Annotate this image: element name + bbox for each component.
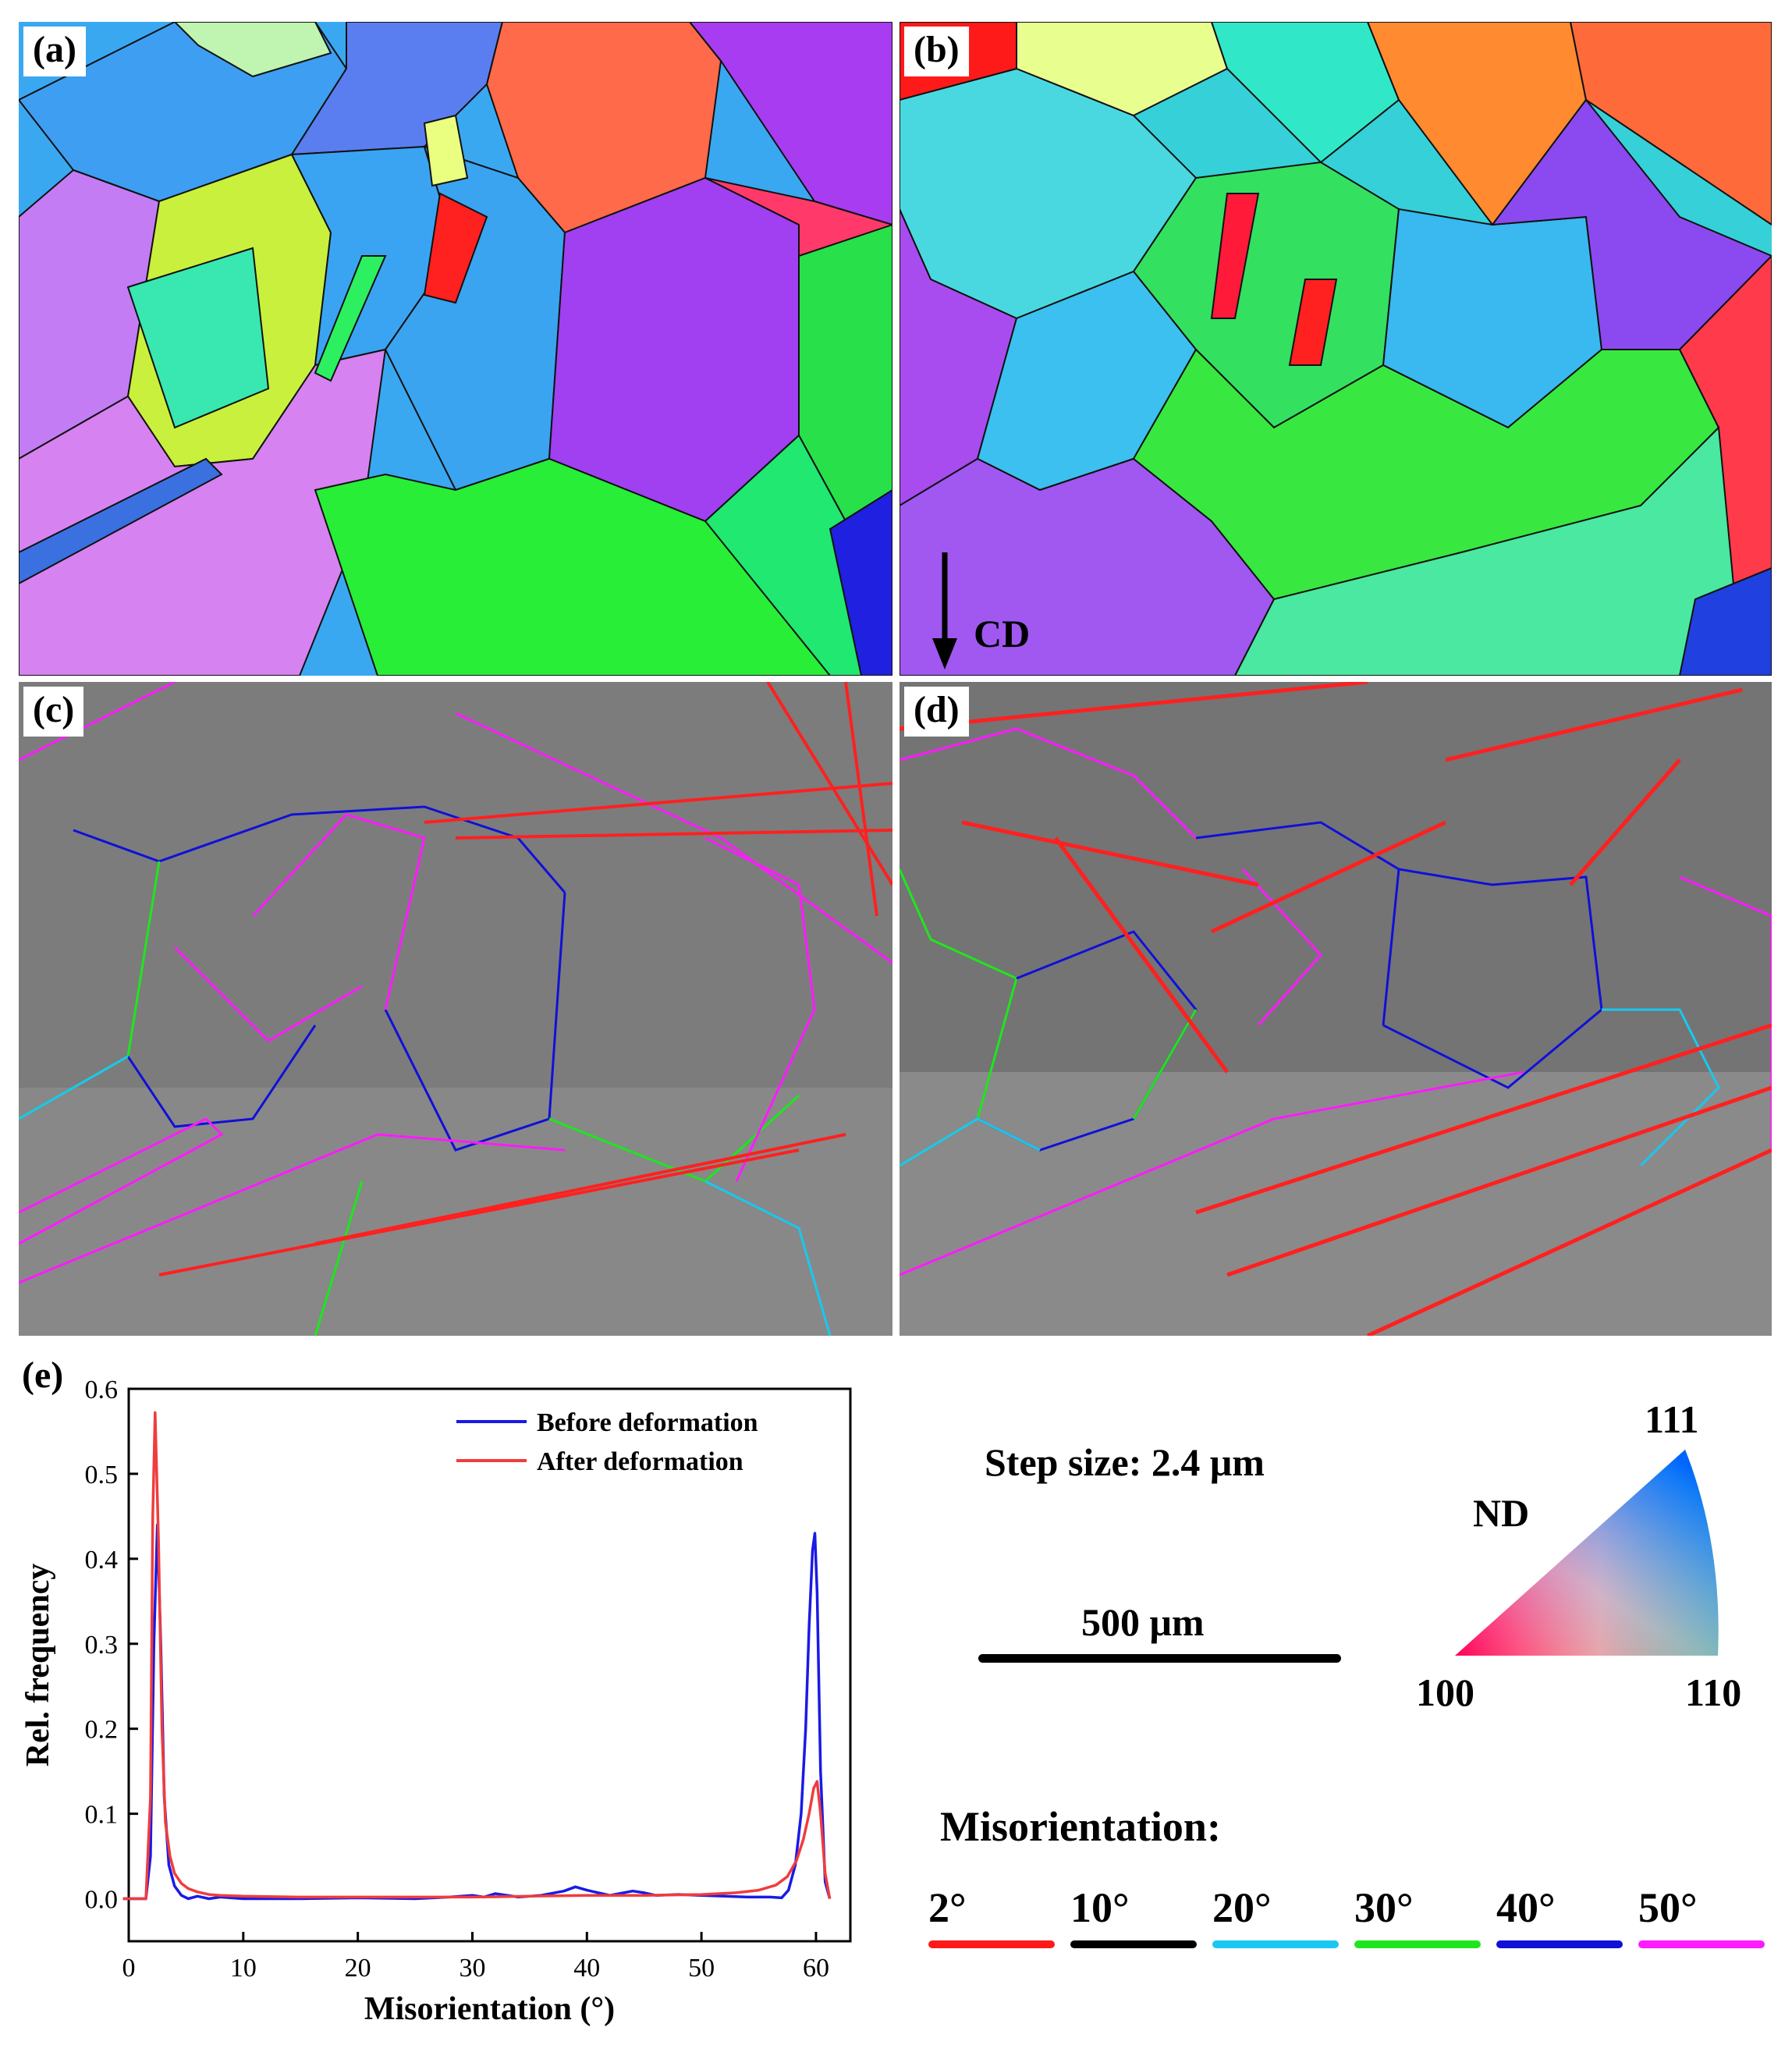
misorientation-legend-title: Misorientation: xyxy=(940,1803,1221,1850)
x-tick-label: 60 xyxy=(803,1954,829,1983)
scale-bar-label: 500 μm xyxy=(1081,1600,1205,1644)
chart-axes: 0 10 20 30 40 50 60 0.0 0.1 0.2 0.3 0.4 0.5 0.6 Misori… xyxy=(20,1376,852,2027)
y-tick-label: 0.1 xyxy=(85,1801,119,1830)
ipf-map-b-image xyxy=(900,22,1772,676)
misorientation-legend-line xyxy=(1070,1940,1197,1948)
misorientation-legend-label: 30° xyxy=(1354,1884,1414,1931)
x-tick-label: 20 xyxy=(345,1954,371,1983)
y-tick-label: 0.5 xyxy=(85,1461,119,1489)
y-tick-label: 0.0 xyxy=(85,1886,119,1915)
x-tick-label: 0 xyxy=(122,1954,136,1983)
legend-label-2: After deformation xyxy=(537,1447,743,1476)
x-tick-label: 10 xyxy=(230,1954,257,1983)
cd-direction-label: CD xyxy=(974,612,1031,655)
misorientation-legend-item: 10° xyxy=(1070,1884,1197,1948)
misorientation-legend-item: 50° xyxy=(1638,1884,1765,1948)
misorientation-legend-item: 40° xyxy=(1496,1884,1623,1948)
y-tick-label: 0.6 xyxy=(85,1376,119,1404)
boundary-map-panel-d: (d) xyxy=(900,682,1772,1336)
misorientation-legend-line xyxy=(928,1940,1055,1948)
scale-bar xyxy=(978,1654,1341,1663)
panel-e-label: (e) xyxy=(22,1354,63,1396)
x-tick-label: 50 xyxy=(688,1954,715,1983)
series-line-1 xyxy=(122,1523,832,1901)
plot-frame xyxy=(127,1387,852,1943)
ipf-corner-110: 110 xyxy=(1685,1670,1742,1714)
ipf-map-panel-a: (a) xyxy=(19,22,892,676)
panel-b-label: (b) xyxy=(904,27,969,76)
misorientation-legend-label: 20° xyxy=(1212,1884,1272,1931)
misorientation-legend-label: 2° xyxy=(928,1884,967,1931)
ipf-axis-label: ND xyxy=(1473,1491,1530,1535)
legend-label-1: Before deformation xyxy=(537,1408,758,1437)
ipf-color-key-triangle xyxy=(1455,1450,1719,1656)
misorientation-legend-item: 2° xyxy=(928,1884,1055,1948)
misorientation-legend-item: 20° xyxy=(1212,1884,1339,1948)
y-axis-label: Rel. frequency xyxy=(20,1564,56,1767)
misorientation-chart: 0 10 20 30 40 50 60 0.0 0.1 0.2 0.3 0.4 0.5 0.6 Misori… xyxy=(20,1354,852,2027)
y-tick-label: 0.2 xyxy=(85,1716,119,1745)
boundary-map-c-image xyxy=(19,682,892,1336)
panel-a-label: (a) xyxy=(23,27,86,76)
step-size-label: Step size: 2.4 μm xyxy=(985,1440,1265,1484)
misorientation-legend-label: 50° xyxy=(1638,1884,1698,1931)
chart-legend: Before deformation After deformation xyxy=(456,1408,758,1476)
misorientation-legend-line xyxy=(1212,1940,1339,1948)
y-tick-label: 0.4 xyxy=(85,1546,119,1575)
panel-c-label: (c) xyxy=(23,687,84,737)
boundary-map-panel-c: (c) xyxy=(19,682,892,1336)
chart-series xyxy=(122,1411,832,1901)
misorientation-legend-line xyxy=(1638,1940,1765,1948)
x-axis-label: Misorientation (°) xyxy=(364,1991,615,2027)
panel-d-label: (d) xyxy=(904,687,969,737)
misorientation-legend-item: 30° xyxy=(1354,1884,1481,1948)
misorientation-legend-line xyxy=(1496,1940,1623,1948)
x-tick-label: 30 xyxy=(459,1954,485,1983)
ipf-map-a-image xyxy=(19,22,892,676)
x-tick-label: 40 xyxy=(573,1954,600,1983)
series-line-2 xyxy=(122,1411,832,1901)
y-tick-label: 0.3 xyxy=(85,1631,119,1660)
ipf-corner-111: 111 xyxy=(1645,1397,1699,1441)
misorientation-legend-line xyxy=(1354,1940,1481,1948)
boundary-map-d-image xyxy=(900,682,1772,1336)
misorientation-legend-label: 10° xyxy=(1070,1884,1130,1931)
misorientation-legend-label: 40° xyxy=(1496,1884,1556,1931)
ipf-map-panel-b: (b) CD xyxy=(900,22,1772,676)
ipf-corner-100: 100 xyxy=(1416,1670,1474,1714)
